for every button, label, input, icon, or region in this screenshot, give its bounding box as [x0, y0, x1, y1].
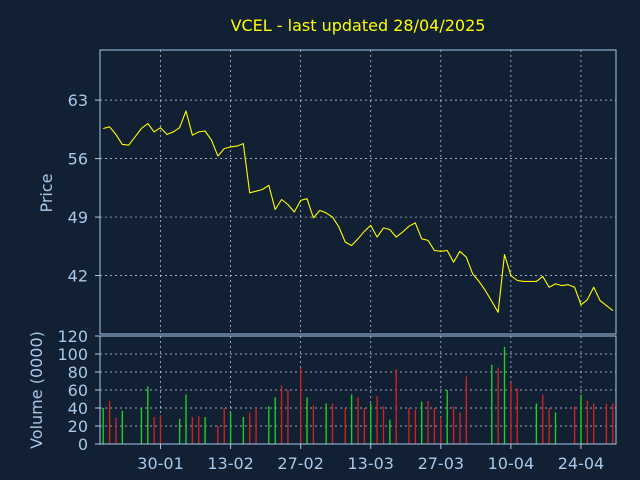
price-axis-label: Price: [37, 173, 56, 212]
price-panel: 63 56 49 42: [68, 49, 617, 335]
date-tick-label: 30-01: [137, 454, 184, 473]
volume-tick-label: 20: [68, 417, 88, 436]
price-tick-label: 42: [68, 267, 88, 286]
volume-tick-label: 0: [78, 435, 88, 454]
price-frame: [99, 49, 617, 335]
date-axis: 30-01 13-02 27-02 13-03 27-03 10-04 24-04: [137, 444, 604, 473]
volume-frame: [99, 335, 617, 445]
volume-tick-label: 100: [57, 345, 88, 364]
volume-tick-label: 60: [68, 381, 88, 400]
date-tick-label: 27-03: [418, 454, 465, 473]
date-tick-label: 24-04: [558, 454, 605, 473]
price-tick-label: 49: [68, 208, 88, 227]
date-tick-label: 27-02: [277, 454, 324, 473]
volume-tick-label: 80: [68, 363, 88, 382]
date-tick-label: 10-04: [488, 454, 535, 473]
price-line: [103, 110, 614, 313]
volume-axis-label: Volume (0000): [27, 331, 46, 449]
volume-tick-label: 40: [68, 399, 88, 418]
price-tick-label: 56: [68, 150, 88, 169]
date-tick-label: 13-02: [207, 454, 254, 473]
volume-tick-label: 120: [57, 327, 88, 346]
date-tick-label: 13-03: [347, 454, 394, 473]
price-tick-label: 63: [68, 91, 88, 110]
chart-title: VCEL - last updated 28/04/2025: [231, 16, 486, 35]
